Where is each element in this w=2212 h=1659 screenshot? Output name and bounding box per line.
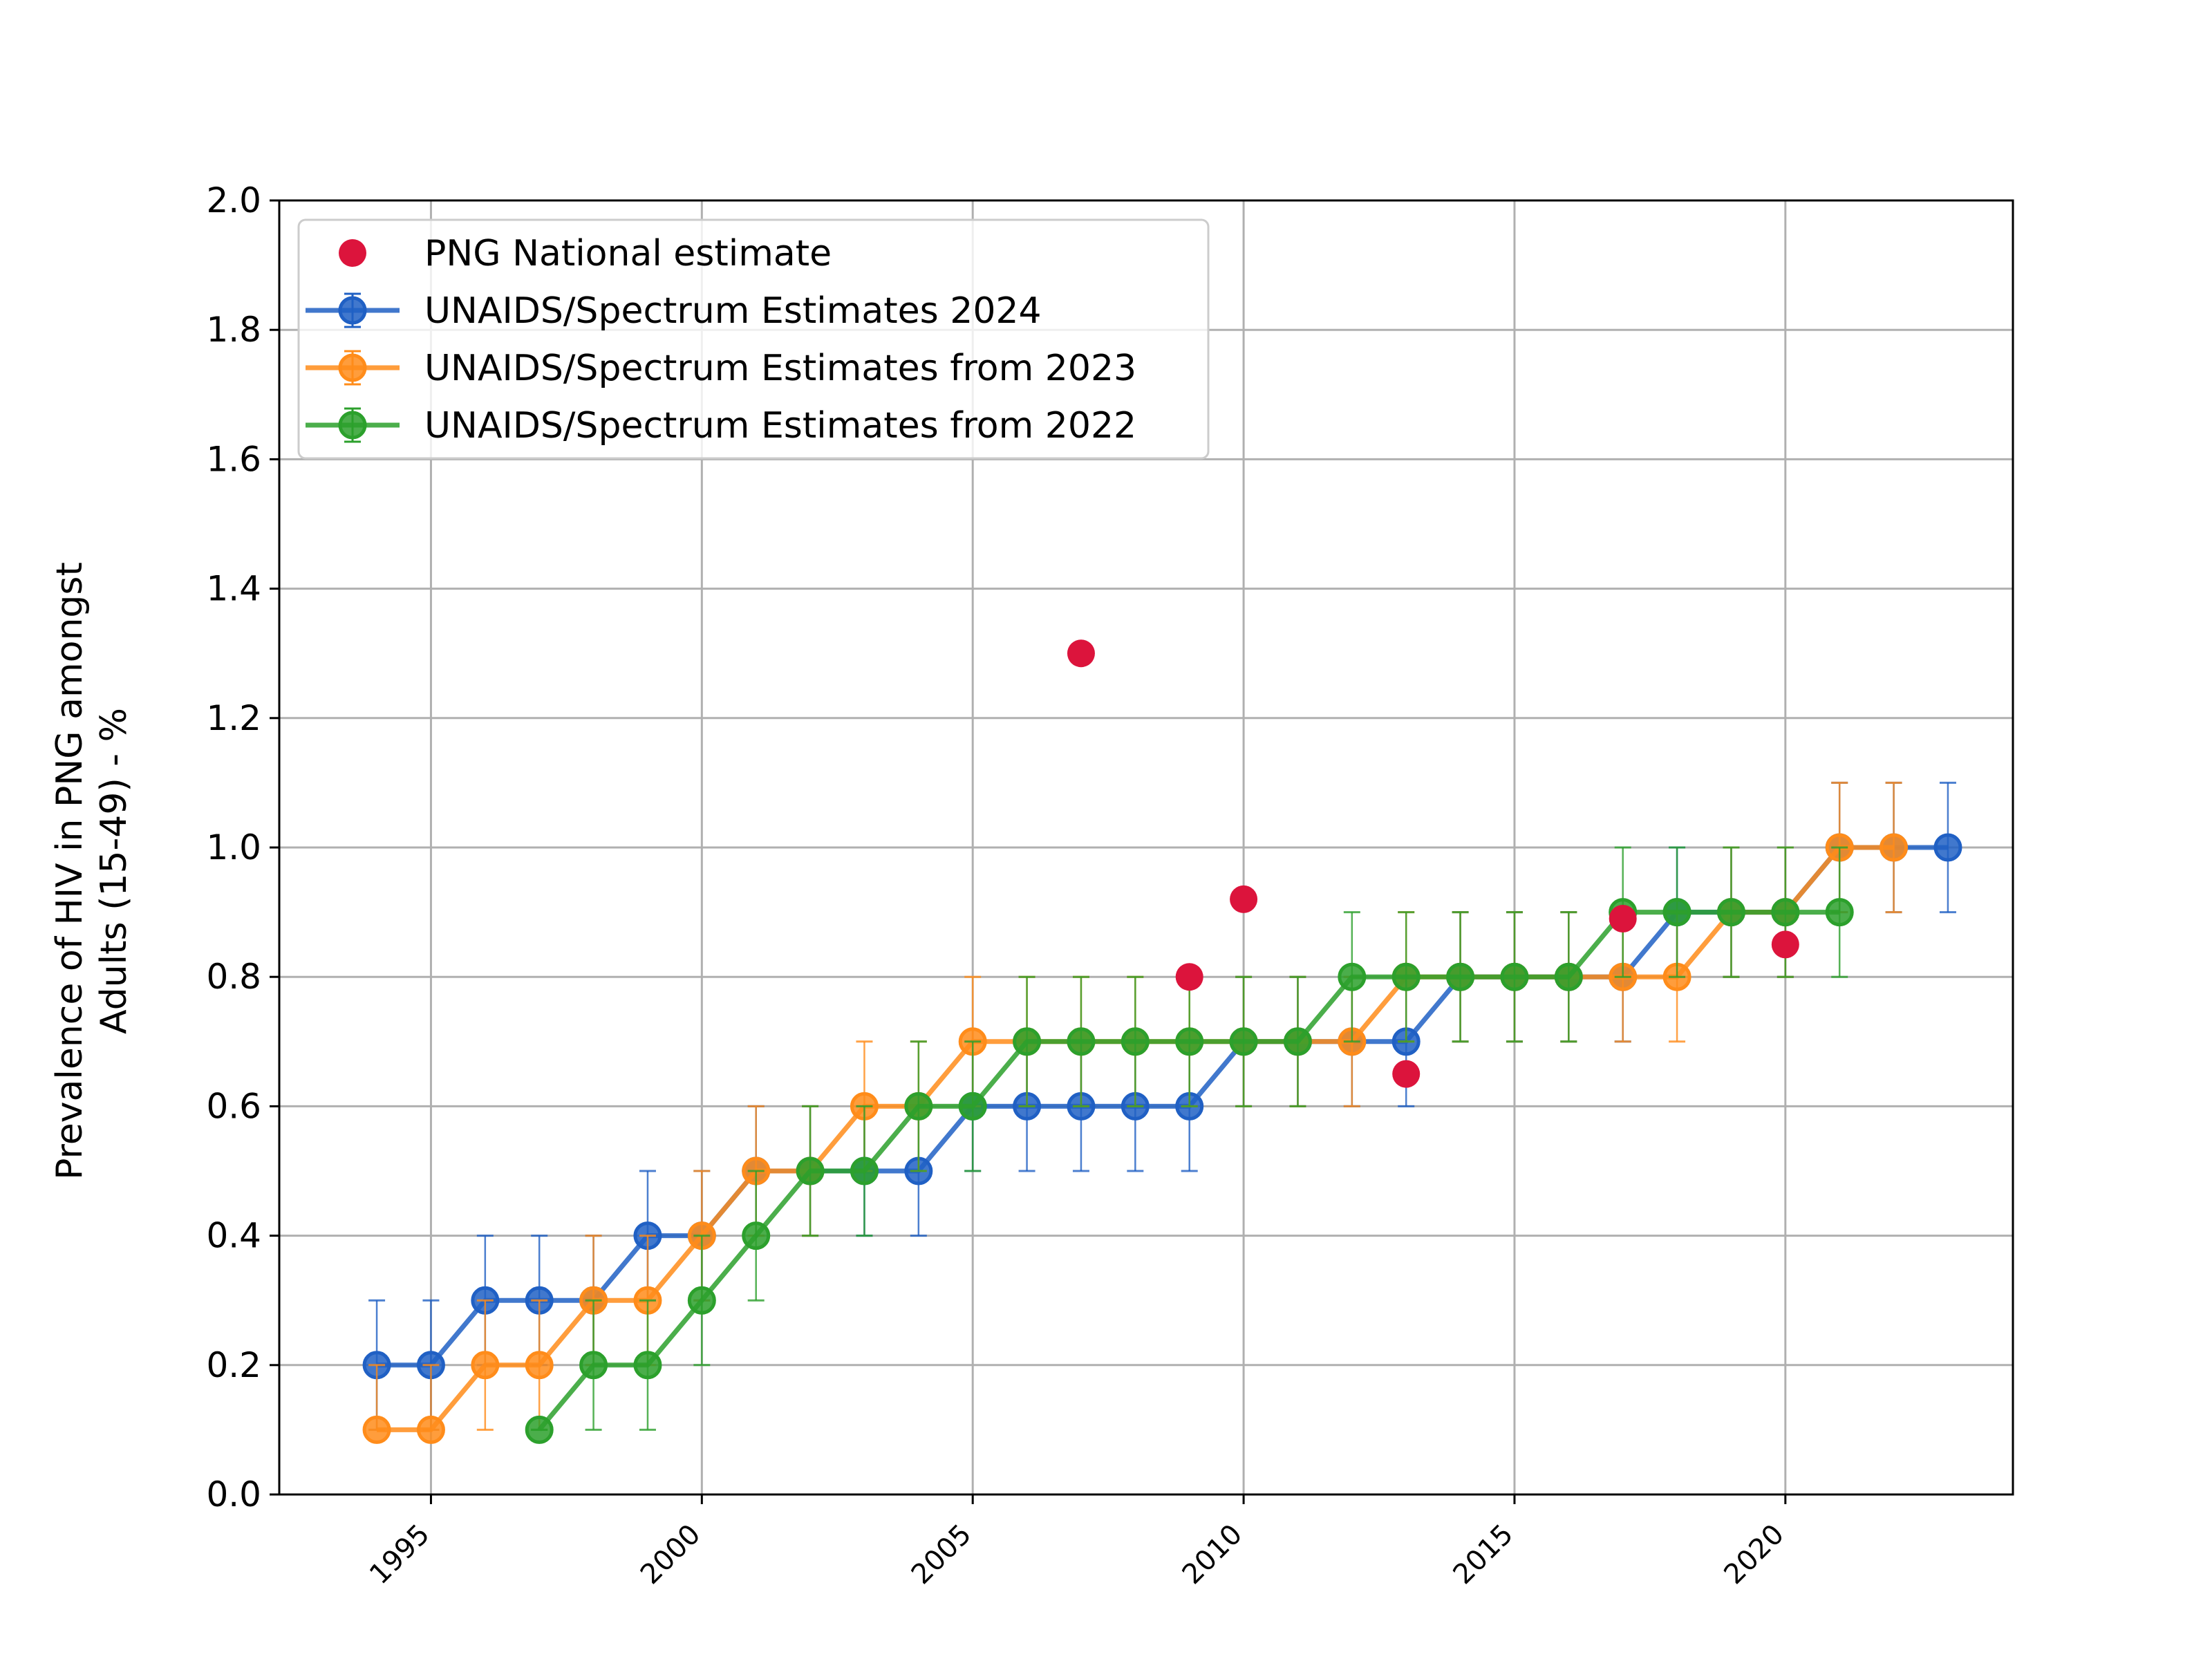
data-point [1175,1027,1204,1056]
data-point [1446,962,1475,991]
data-point [958,1091,987,1121]
x-tick-label: 1995 [364,1519,436,1591]
legend-marker [338,296,367,325]
data-point [1121,1027,1150,1056]
data-point [525,1351,554,1380]
y-tick-label: 1.2 [206,698,261,738]
data-point [1229,1027,1258,1056]
data-point [1338,962,1367,991]
data-point [1880,833,1909,862]
y-tick-label: 0.2 [206,1345,261,1385]
scatter-layer [1067,639,1799,1088]
data-point [1500,962,1529,991]
data-point [1391,962,1421,991]
national-estimate-point [1609,904,1637,932]
legend-label: UNAIDS/Spectrum Estimates from 2023 [424,348,1136,389]
data-point [1662,898,1691,927]
legend: PNG National estimate UNAIDS/Spectrum Est… [297,218,1210,460]
data-point [416,1415,445,1444]
data-point [850,1156,879,1185]
y-tick-label: 1.8 [206,310,261,350]
legend-label: UNAIDS/Spectrum Estimates 2024 [424,290,1042,332]
data-point [1825,898,1854,927]
legend-marker [338,353,367,382]
legend-marker [338,411,367,440]
y-axis-label-line-1: Prevalence of HIV in PNG amongst [49,562,91,1180]
data-point [1771,898,1800,927]
data-point [579,1351,608,1380]
data-point [1554,962,1583,991]
legend-marker-national-estimate [339,239,366,267]
legend-box [297,218,1210,460]
x-tick-label: 2010 [1177,1519,1249,1591]
y-axis-label-line-2: Adults (15-49) - % [93,708,135,1034]
data-point [633,1351,662,1380]
data-point [1067,1027,1096,1056]
y-tick-label: 0.8 [206,957,261,997]
national-estimate-point [1230,885,1258,913]
y-tick-label: 1.4 [206,569,261,609]
national-estimate-point [1175,963,1203,991]
y-tick-label: 0.4 [206,1216,261,1256]
national-estimate-point [1392,1060,1421,1088]
x-tick-label: 2000 [635,1519,707,1591]
data-point [1933,833,1962,862]
x-tick-label: 2005 [906,1519,978,1591]
data-point [525,1415,554,1444]
y-tick-label: 2.0 [206,180,261,221]
data-point [1013,1027,1042,1056]
data-point [796,1156,825,1185]
x-tick-label: 2015 [1447,1519,1520,1591]
national-estimate-point [1067,639,1095,668]
data-point [362,1415,391,1444]
legend-label: UNAIDS/Spectrum Estimates from 2022 [424,405,1136,447]
data-point [904,1091,933,1121]
y-axis-label: Prevalence of HIV in PNG amongst Adults … [49,562,135,1180]
y-tick-label: 1.0 [206,827,261,868]
series-layer [362,781,1962,1444]
data-point [742,1221,771,1250]
national-estimate-point [1771,930,1799,959]
data-point [471,1351,500,1380]
data-point [1716,898,1745,927]
y-tick-label: 0.0 [206,1474,261,1515]
y-tick-label: 0.6 [206,1086,261,1126]
y-tick-label: 1.6 [206,439,261,479]
data-point [1283,1027,1312,1056]
legend-label: PNG National estimate [424,233,832,274]
x-tick-label: 2020 [1718,1519,1790,1591]
data-point [687,1286,716,1315]
